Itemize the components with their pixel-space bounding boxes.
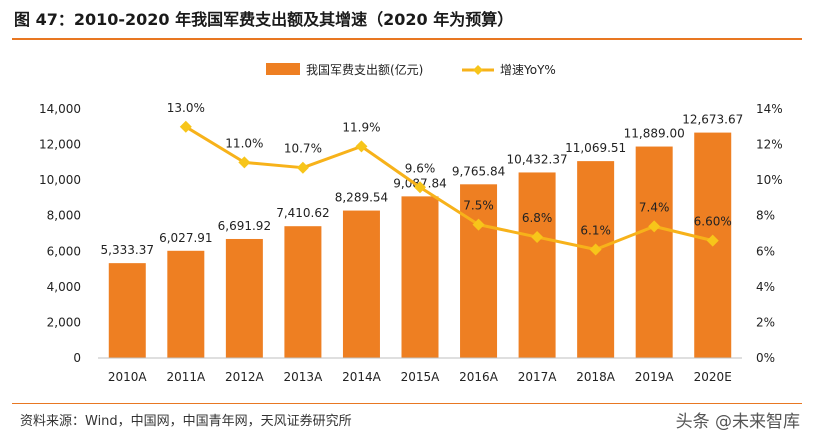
source-note: 资料来源：Wind，中国网，中国青年网，天风证券研究所 [20,414,352,429]
y-right-tick-label: 6% [756,244,775,258]
x-tick-label: 2013A [284,370,324,384]
x-tick-label: 2017A [518,370,558,384]
bar-value-label: 6,027.91 [159,231,212,245]
bar-value-label: 7,410.62 [276,206,329,220]
bar [401,196,439,358]
bar [225,238,263,358]
growth-point [355,140,368,153]
bar-value-label: 9,765.84 [452,164,505,178]
legend-marker-line [473,65,483,75]
y-left-tick-label: 4,000 [47,280,81,294]
x-tick-label: 2020E [694,370,732,384]
legend-label-bar: 我国军费支出额(亿元) [306,62,423,77]
growth-value-label: 13.0% [167,101,205,115]
growth-point [648,220,661,233]
y-right-tick-label: 14% [756,102,783,116]
legend-label-line: 增速YoY% [500,63,556,77]
bar [284,226,322,358]
combo-chart: 我国军费支出额(亿元) 增速YoY% 0 2,000 4,000 6,000 8,000 10… [39,62,783,384]
growth-value-label: 6.8% [522,211,553,225]
y-right-tick-label: 10% [756,173,783,187]
growth-value-label: 9.6% [405,161,436,175]
growth-value-label: 7.4% [639,200,670,214]
growth-value-label: 11.9% [342,120,380,134]
bar-value-label: 10,432.37 [507,152,568,166]
growth-point [531,231,544,244]
y-left-tick-label: 12,000 [39,138,81,152]
y-left-tick-label: 10,000 [39,173,81,187]
legend-swatch-bar [266,63,300,75]
x-tick-label: 2019A [635,370,675,384]
y-right-tick-label: 4% [756,280,775,294]
growth-point [296,161,309,174]
y-left-tick-label: 8,000 [47,209,81,223]
y-left-tick-label: 0 [73,351,81,365]
title-rule [12,38,802,40]
growth-point [238,156,251,169]
bar [635,146,673,358]
growth-value-label: 6.1% [580,224,611,238]
x-tick-label: 2014A [342,370,382,384]
y-right-tick-label: 0% [756,351,775,365]
bar [577,161,615,358]
growth-line [185,125,714,252]
y-left-tick-label: 6,000 [47,244,81,258]
y-right-tick-label: 2% [756,315,775,329]
growth-value-label: 10.7% [284,142,322,156]
x-tick-label: 2016A [459,370,499,384]
bar-value-label: 8,289.54 [335,191,388,205]
growth-value-label: 6.60% [694,215,732,229]
growth-value-label: 11.0% [225,136,263,150]
bar-value-label: 6,691.92 [218,219,271,233]
source-rule [12,403,802,404]
x-tick-label: 2018A [576,370,616,384]
bar-value-label: 5,333.37 [101,243,154,257]
bar [460,184,498,358]
x-tick-label: 2010A [108,370,148,384]
watermark: 头条 @未来智库 [675,412,800,432]
y-right-tick-label: 8% [756,209,775,223]
growth-point [589,243,602,256]
growth-point [179,120,192,133]
figure-title: 图 47：2010-2020 年我国军费支出额及其增速（2020 年为预算） [14,10,514,29]
x-tick-label: 2011A [166,370,206,384]
bar [518,172,556,358]
bar [342,210,380,358]
growth-point [472,218,485,231]
y-left-tick-label: 2,000 [47,315,81,329]
y-left-tick-label: 14,000 [39,102,81,116]
growth-value-label: 7.5% [463,199,494,213]
bar-value-label: 11,889.00 [624,127,685,141]
growth-point [706,234,719,247]
x-tick-label: 2015A [401,370,441,384]
y-right-tick-label: 12% [756,138,783,152]
bar [167,250,205,358]
x-tick-label: 2012A [225,370,265,384]
bar [108,263,146,358]
bar-value-label: 11,069.51 [565,141,626,155]
growth-point [414,181,426,194]
bar-value-label: 12,673.67 [682,113,743,127]
